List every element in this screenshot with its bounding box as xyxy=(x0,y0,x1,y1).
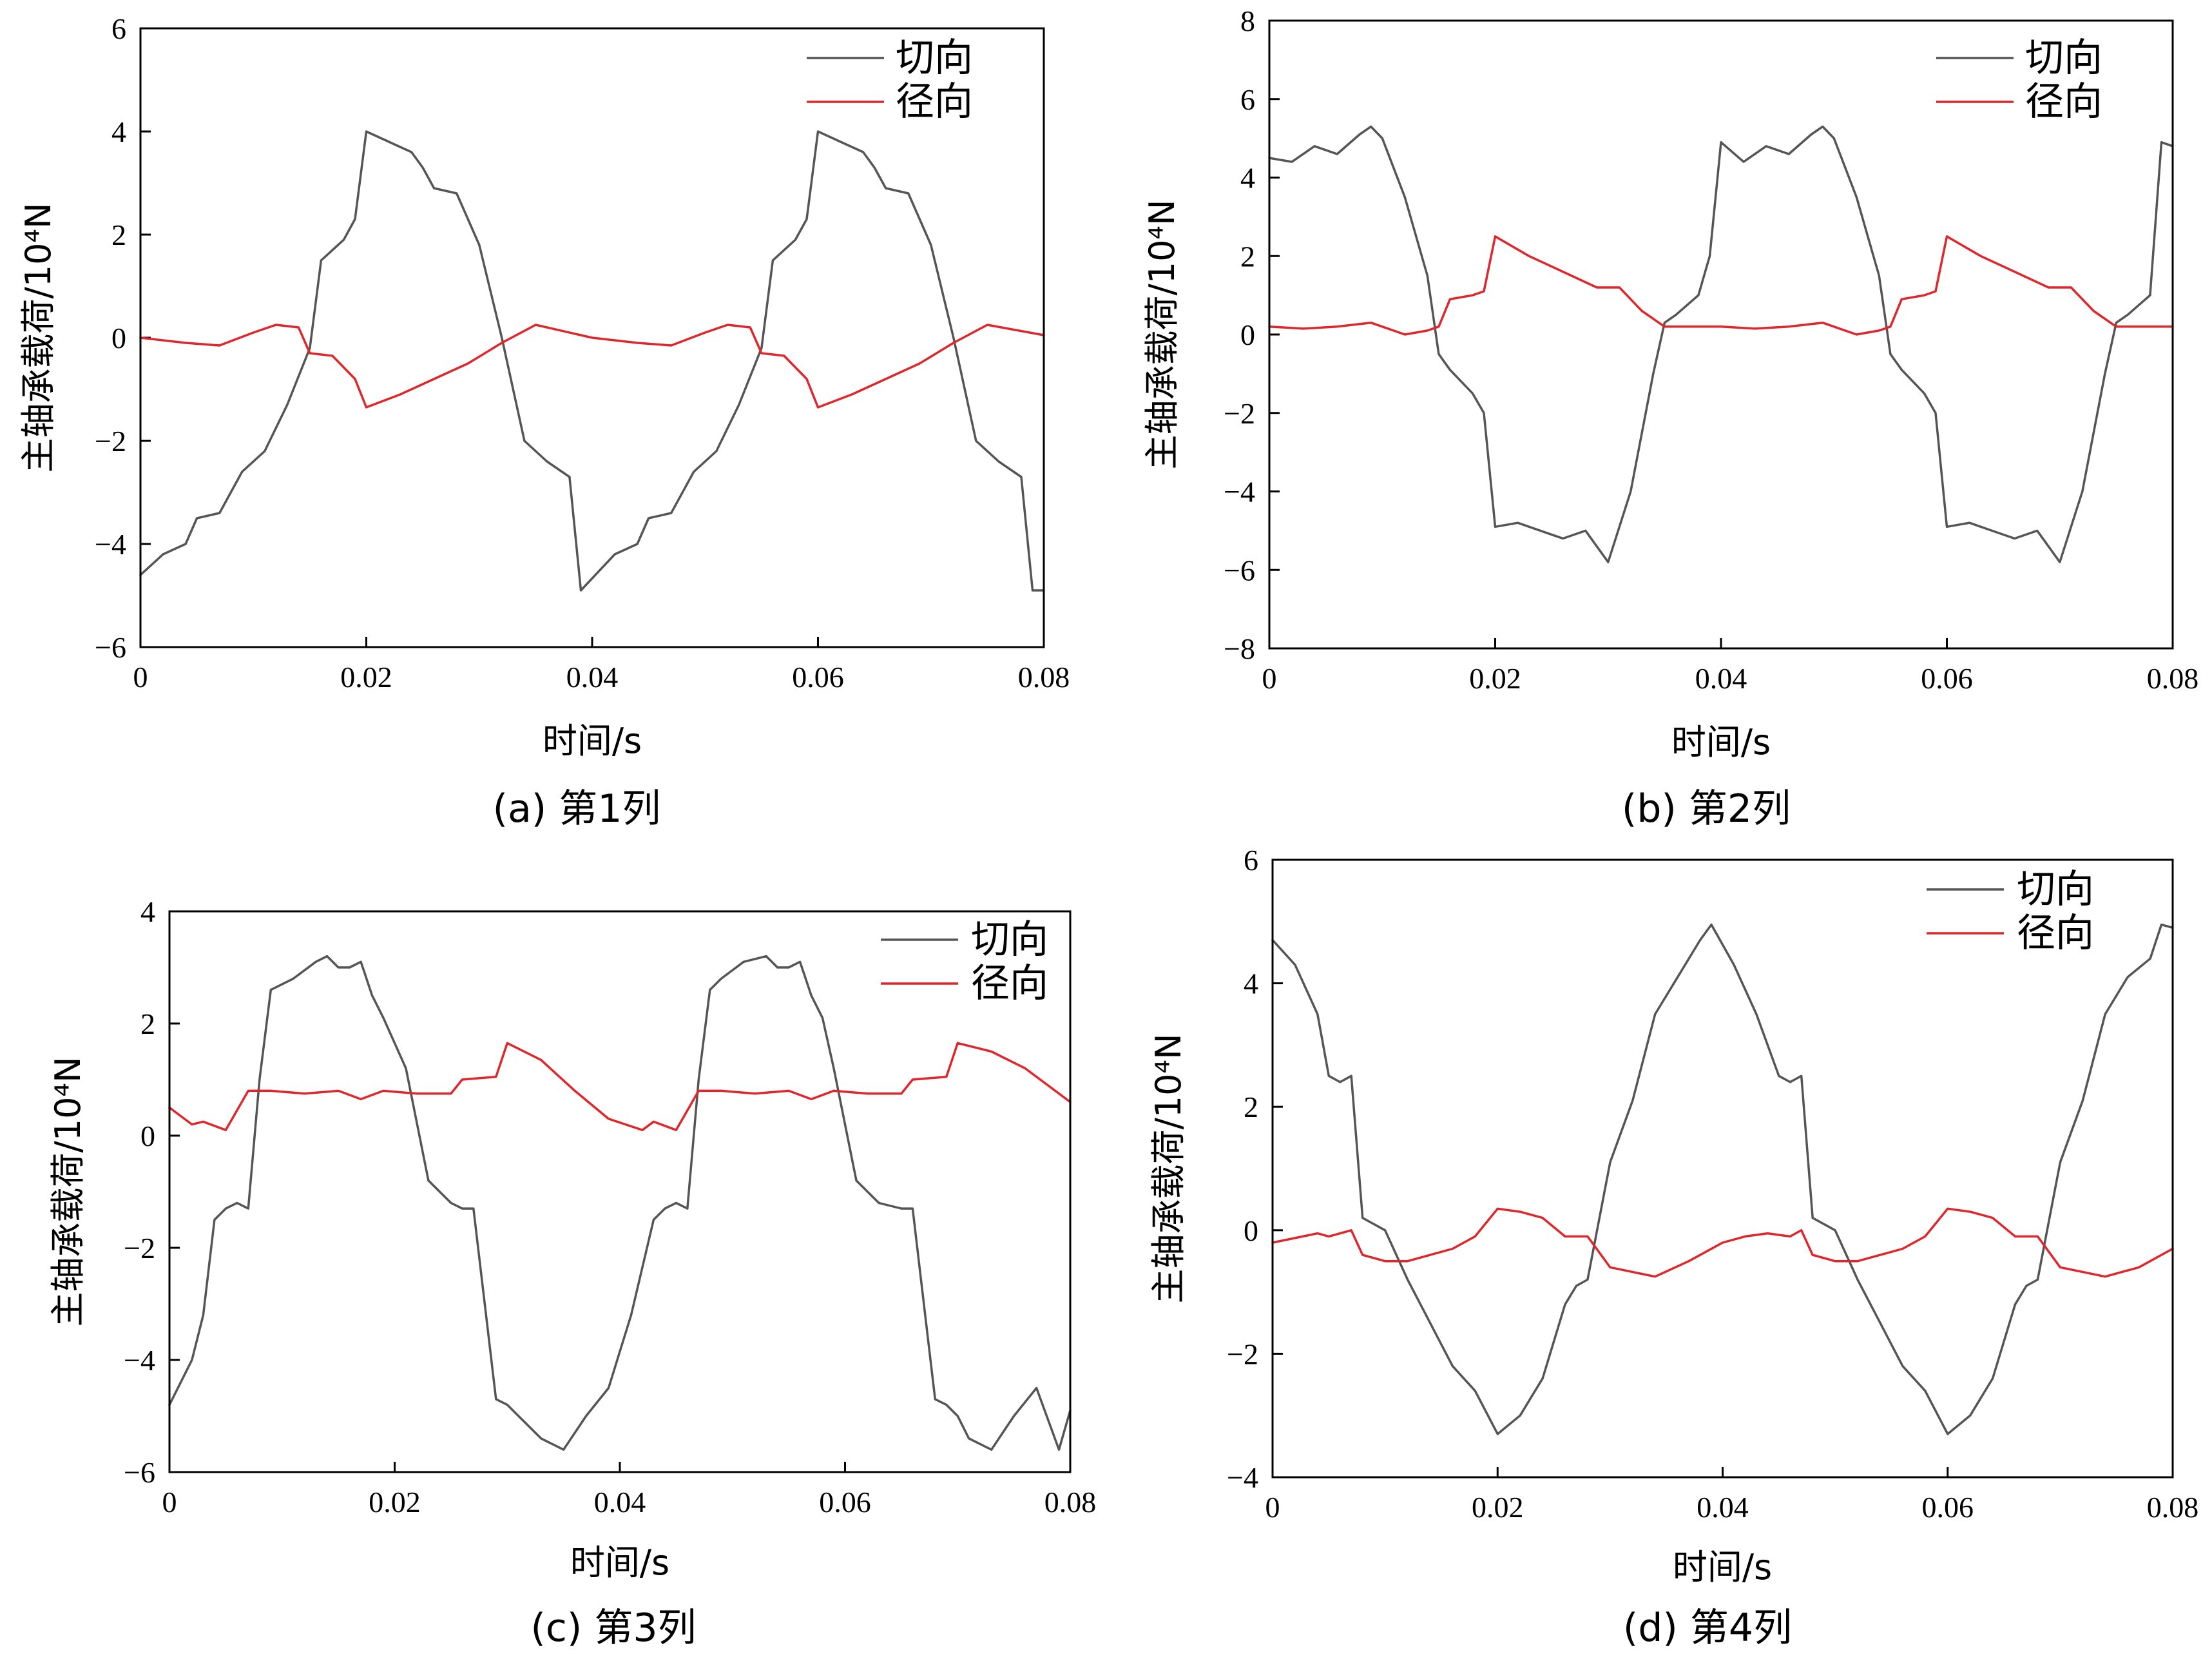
panel-b-legend-label-tangential: 切向 xyxy=(2025,35,2102,81)
panel-a-legend-label-radial: 径向 xyxy=(896,79,973,124)
panel-d-x-tick-label: 0.04 xyxy=(1697,1491,1749,1524)
panel-b-x-tick-label: 0.02 xyxy=(1469,662,1521,695)
panel-c-x-axis-title: 时间/s xyxy=(570,1542,669,1583)
panel-a-y-axis-title: 主轴承载荷/10⁴N xyxy=(18,203,59,473)
panel-c-legend-label-radial: 径向 xyxy=(971,961,1048,1006)
panel-b-series-tangential-line xyxy=(1268,125,2174,563)
panel-a-plot: 0 0.02 0.04 0.06 0.08 −6 −4 −2 0 2 4 6 xyxy=(95,12,1070,694)
panel-a-x-axis-title: 时间/s xyxy=(543,721,642,761)
panel-a-y-tick-label: 6 xyxy=(111,12,126,45)
panel-d-y-tick-label: 2 xyxy=(1244,1091,1258,1123)
panel-c-y-tick-label: 0 xyxy=(140,1120,155,1152)
panel-c-y-tick-label: 2 xyxy=(140,1007,155,1040)
panel-c-frame xyxy=(168,910,1072,1473)
panel-a-x-tick-label: 0.08 xyxy=(1018,661,1070,694)
panel-c-x-tick-label: 0.06 xyxy=(819,1486,871,1518)
panel-d-legend-label-tangential: 切向 xyxy=(2017,867,2094,912)
panel-c-y-tick-label: −4 xyxy=(124,1344,155,1377)
panel-b-x-tick-label: 0.04 xyxy=(1695,662,1747,695)
panel-b-x-axis-title: 时间/s xyxy=(1671,722,1771,762)
panel-c-y-tick-label: −2 xyxy=(124,1232,155,1265)
panel-b-y-tick-label: 8 xyxy=(1240,5,1255,37)
panel-a-legend-label-tangential: 切向 xyxy=(896,35,973,81)
panel-d-series-tangential-line xyxy=(1271,923,2174,1435)
panel-d-y-tick-label: 4 xyxy=(1244,967,1258,1000)
panel-a-caption: (a) 第1列 xyxy=(493,786,661,831)
panel-b-legend-label-radial: 径向 xyxy=(2025,79,2102,124)
panel-c-series-radial-line xyxy=(168,1042,1072,1132)
panel-a-y-tick-label: 2 xyxy=(111,218,126,251)
panel-d-y-tick-label: −4 xyxy=(1227,1461,1258,1494)
panel-a-x-tick-label: 0.02 xyxy=(340,661,392,694)
panel-c-y-tick-label: 4 xyxy=(140,895,155,928)
panel-b-x-tick-label: 0 xyxy=(1262,662,1277,695)
panel-a-frame xyxy=(139,27,1045,648)
panel-b-y-tick-label: 6 xyxy=(1240,83,1255,116)
panel-d-y-tick-label: −2 xyxy=(1227,1337,1258,1370)
panel-d-frame xyxy=(1271,859,2174,1479)
panel-b-y-tick-label: 4 xyxy=(1240,162,1255,195)
panel-a-y-tick-label: −4 xyxy=(95,528,126,561)
panel-c-x-tick-label: 0 xyxy=(162,1486,177,1518)
panel-b-y-tick-label: −6 xyxy=(1224,554,1255,587)
panel-a-y-tick-label: −6 xyxy=(95,631,126,664)
panel-a-series-radial-line xyxy=(139,324,1045,409)
panel-b-caption: (b) 第2列 xyxy=(1622,786,1791,831)
panel-a-x-tick-label: 0.04 xyxy=(566,661,619,694)
panel-d-x-tick-label: 0.06 xyxy=(1922,1491,1974,1524)
panel-c-plot: 0 0.02 0.04 0.06 0.08 −6 −4 −2 0 2 4 xyxy=(124,895,1096,1518)
panel-d-y-tick-label: 6 xyxy=(1244,844,1258,877)
panel-b-legend: 切向 径向 xyxy=(1936,35,2102,124)
panel-b-y-tick-label: 0 xyxy=(1240,318,1255,351)
panel-b-frame xyxy=(1268,19,2174,650)
panel-c: 0 0.02 0.04 0.06 0.08 −6 −4 −2 0 2 4 切向 径向 时间/s 主轴… xyxy=(48,895,1096,1651)
panel-d-plot: 0 0.02 0.04 0.06 0.08 −4 −2 0 2 4 6 xyxy=(1227,844,2198,1524)
panel-b-y-axis-title: 主轴承载荷/10⁴N xyxy=(1142,200,1182,470)
panel-c-y-tick-label: −6 xyxy=(124,1456,155,1489)
panel-a: 0 0.02 0.04 0.06 0.08 −6 −4 −2 0 2 4 6 切向 径向 时间/s 主… xyxy=(18,12,1070,831)
panel-c-x-tick-label: 0.02 xyxy=(369,1486,421,1518)
panel-d-caption: (d) 第4列 xyxy=(1623,1606,1792,1651)
panel-c-series-tangential-line xyxy=(168,955,1072,1451)
panel-a-x-tick-label: 0 xyxy=(133,661,148,694)
panel-d-y-axis-title: 主轴承载荷/10⁴N xyxy=(1148,1034,1189,1304)
panel-c-y-axis-title: 主轴承载荷/10⁴N xyxy=(48,1057,88,1327)
panel-b-x-tick-label: 0.06 xyxy=(1921,662,1973,695)
panel-a-y-tick-label: 4 xyxy=(111,115,126,148)
panel-b-plot: 0 0.02 0.04 0.06 0.08 −8 −6 −4 −2 0 2 4 6 8 xyxy=(1224,5,2198,695)
panel-b: 0 0.02 0.04 0.06 0.08 −8 −6 −4 −2 0 2 4 6 8 切向 径向 时间/… xyxy=(1142,5,2198,831)
panel-d-x-tick-label: 0 xyxy=(1265,1491,1280,1524)
panel-c-legend: 切向 径向 xyxy=(881,917,1048,1006)
panel-d-x-tick-label: 0.02 xyxy=(1472,1491,1524,1524)
panel-d-legend: 切向 径向 xyxy=(1927,867,2094,956)
panel-a-series-tangential-line xyxy=(139,130,1045,592)
panel-a-x-tick-label: 0.06 xyxy=(792,661,844,694)
panel-d-x-tick-label: 0.08 xyxy=(2147,1491,2199,1524)
panel-b-y-tick-label: −8 xyxy=(1224,632,1255,665)
panel-b-series-radial-line xyxy=(1268,235,2174,336)
panel-b-x-tick-label: 0.08 xyxy=(2147,662,2199,695)
panel-c-x-tick-label: 0.08 xyxy=(1044,1486,1097,1518)
panel-c-legend-label-tangential: 切向 xyxy=(971,917,1048,962)
panel-a-y-tick-label: 0 xyxy=(111,322,126,354)
panel-a-legend: 切向 径向 xyxy=(807,35,973,124)
panel-c-caption: (c) 第3列 xyxy=(530,1606,696,1651)
panel-c-x-tick-label: 0.04 xyxy=(594,1486,646,1518)
panel-d: 0 0.02 0.04 0.06 0.08 −4 −2 0 2 4 6 切向 径向 时间/s 主轴承… xyxy=(1148,844,2198,1651)
panel-d-legend-label-radial: 径向 xyxy=(2017,911,2094,956)
panel-b-y-tick-label: −2 xyxy=(1224,397,1255,430)
panel-d-series-radial-line xyxy=(1271,1207,2174,1278)
panel-d-y-tick-label: 0 xyxy=(1244,1214,1258,1247)
panel-a-y-tick-label: −2 xyxy=(95,425,126,458)
panel-d-x-axis-title: 时间/s xyxy=(1673,1547,1772,1587)
panel-b-y-tick-label: 2 xyxy=(1240,240,1255,273)
panel-b-y-tick-label: −4 xyxy=(1224,476,1255,509)
